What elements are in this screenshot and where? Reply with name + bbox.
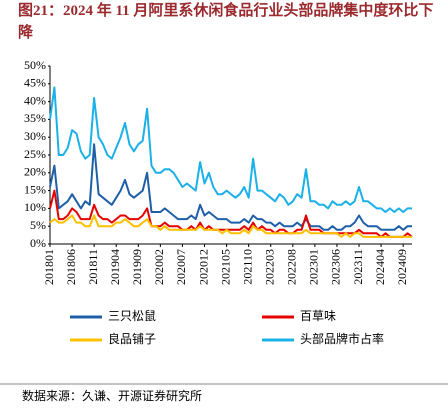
x-tick-label: 202110 <box>240 249 254 285</box>
x-tick-label: 201811 <box>86 249 100 285</box>
x-tick-label: 202012 <box>196 249 210 285</box>
y-tick-label: 25% <box>24 147 46 161</box>
legend-label: 百草味 <box>300 309 336 323</box>
y-tick-label: 15% <box>24 182 46 196</box>
x-tick-label: 202007 <box>174 249 188 285</box>
y-tick-label: 35% <box>24 111 46 125</box>
y-tick-label: 0% <box>30 236 46 250</box>
y-tick-label: 10% <box>24 200 46 214</box>
series-line <box>49 86 412 213</box>
x-tick-label: 202404 <box>373 249 387 285</box>
y-tick-label: 50% <box>24 58 46 72</box>
legend-label: 头部品牌市占率 <box>300 331 384 346</box>
y-tick-label: 40% <box>24 93 46 107</box>
series-line <box>49 189 413 238</box>
y-tick-label: 5% <box>30 218 46 232</box>
y-tick-label: 20% <box>24 165 46 179</box>
source-note: 数据来源：久谦、开源证券研究所 <box>22 388 202 403</box>
y-tick-label: 30% <box>24 129 46 143</box>
x-tick-label: 202311 <box>351 249 365 285</box>
x-tick-label: 201801 <box>42 249 56 285</box>
chart-title: 图21：2024 年 11 月阿里系休闲食品行业头部品牌集中度环比下降 <box>18 3 434 41</box>
x-tick-label: 202409 <box>395 249 409 285</box>
x-tick-label: 202306 <box>329 249 343 285</box>
x-tick-label: 202105 <box>218 249 232 285</box>
x-tick-label: 201904 <box>108 249 122 285</box>
x-tick-label: 202203 <box>262 249 276 285</box>
x-tick-label: 202002 <box>152 249 166 285</box>
x-tick-label: 202301 <box>307 249 321 285</box>
x-tick-label: 201806 <box>64 249 78 285</box>
x-tick-label: 202208 <box>285 249 299 285</box>
legend-label: 良品铺子 <box>108 331 156 346</box>
y-tick-label: 45% <box>24 76 46 90</box>
legend-label: 三只松鼠 <box>108 309 156 323</box>
series-line <box>49 214 412 238</box>
x-tick-label: 201909 <box>130 249 144 285</box>
series-line <box>49 143 412 231</box>
